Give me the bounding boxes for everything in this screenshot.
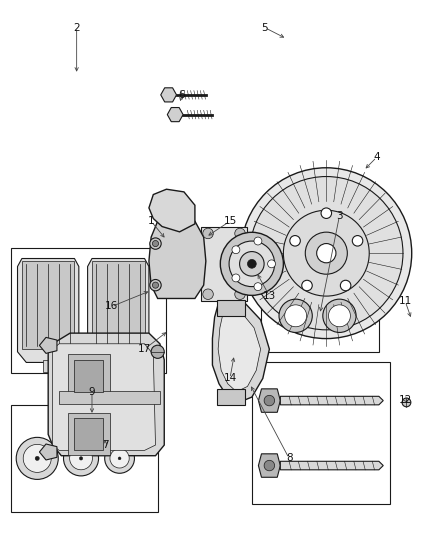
Polygon shape xyxy=(92,261,145,349)
Circle shape xyxy=(402,398,411,407)
Circle shape xyxy=(220,232,283,295)
Circle shape xyxy=(105,443,134,473)
Circle shape xyxy=(70,447,92,470)
Polygon shape xyxy=(217,300,245,316)
Circle shape xyxy=(317,244,336,263)
Text: 5: 5 xyxy=(261,23,268,33)
Circle shape xyxy=(328,305,350,327)
Circle shape xyxy=(16,438,58,479)
Polygon shape xyxy=(258,389,280,413)
Polygon shape xyxy=(88,259,149,362)
Polygon shape xyxy=(258,454,280,477)
Text: 15: 15 xyxy=(223,216,237,226)
Circle shape xyxy=(235,228,245,239)
Circle shape xyxy=(110,449,129,468)
Circle shape xyxy=(279,299,312,333)
Circle shape xyxy=(240,252,264,276)
Circle shape xyxy=(235,289,245,300)
Polygon shape xyxy=(149,221,206,298)
Polygon shape xyxy=(48,333,164,456)
Polygon shape xyxy=(212,301,269,402)
Circle shape xyxy=(283,210,369,296)
Polygon shape xyxy=(161,88,177,102)
Text: 13: 13 xyxy=(263,291,276,301)
Circle shape xyxy=(250,176,403,330)
Bar xyxy=(68,354,110,396)
Bar xyxy=(74,418,103,450)
Polygon shape xyxy=(39,444,57,460)
Circle shape xyxy=(340,280,351,291)
Polygon shape xyxy=(280,461,383,470)
Circle shape xyxy=(79,457,83,460)
Polygon shape xyxy=(22,261,74,349)
Text: 3: 3 xyxy=(336,211,343,221)
Circle shape xyxy=(152,282,159,288)
Text: 6: 6 xyxy=(178,90,185,100)
Circle shape xyxy=(254,237,262,245)
Polygon shape xyxy=(167,108,183,122)
Circle shape xyxy=(151,345,164,358)
Text: 2: 2 xyxy=(73,23,80,33)
Circle shape xyxy=(254,282,262,290)
Bar xyxy=(252,362,390,504)
Circle shape xyxy=(302,280,312,291)
Circle shape xyxy=(64,441,99,476)
Text: 4: 4 xyxy=(373,152,380,162)
Circle shape xyxy=(35,456,39,461)
Circle shape xyxy=(264,395,275,406)
Text: 1: 1 xyxy=(148,216,155,226)
Circle shape xyxy=(323,299,356,333)
Polygon shape xyxy=(113,360,124,372)
Circle shape xyxy=(23,445,51,472)
Circle shape xyxy=(150,238,161,249)
Text: 14: 14 xyxy=(223,374,237,383)
Circle shape xyxy=(290,236,300,246)
Text: 11: 11 xyxy=(399,296,412,306)
Circle shape xyxy=(352,236,363,246)
Circle shape xyxy=(152,240,159,247)
Bar xyxy=(261,280,379,352)
Bar xyxy=(11,248,166,373)
Circle shape xyxy=(232,246,240,254)
Polygon shape xyxy=(218,312,261,392)
Circle shape xyxy=(321,208,332,219)
Circle shape xyxy=(203,289,213,300)
Polygon shape xyxy=(217,389,245,405)
Bar xyxy=(68,413,110,455)
Polygon shape xyxy=(201,227,247,301)
Circle shape xyxy=(247,260,256,268)
Text: 12: 12 xyxy=(399,395,412,405)
Circle shape xyxy=(118,457,121,460)
Bar xyxy=(11,405,158,512)
Text: 17: 17 xyxy=(138,344,151,354)
Text: 16: 16 xyxy=(105,302,118,311)
Bar xyxy=(59,391,160,404)
Polygon shape xyxy=(18,259,79,362)
Polygon shape xyxy=(280,397,383,405)
Circle shape xyxy=(285,305,307,327)
Circle shape xyxy=(268,260,276,268)
Circle shape xyxy=(305,232,347,274)
Bar xyxy=(74,360,103,392)
Circle shape xyxy=(264,461,275,471)
Circle shape xyxy=(232,274,240,282)
Text: 7: 7 xyxy=(102,440,109,450)
Circle shape xyxy=(241,168,412,338)
Circle shape xyxy=(229,241,275,287)
Text: 8: 8 xyxy=(286,454,293,463)
Polygon shape xyxy=(39,337,57,353)
Circle shape xyxy=(203,228,213,239)
Circle shape xyxy=(150,279,161,291)
Polygon shape xyxy=(53,344,155,450)
Text: 9: 9 xyxy=(88,387,95,397)
Polygon shape xyxy=(43,360,54,372)
Polygon shape xyxy=(149,189,195,232)
